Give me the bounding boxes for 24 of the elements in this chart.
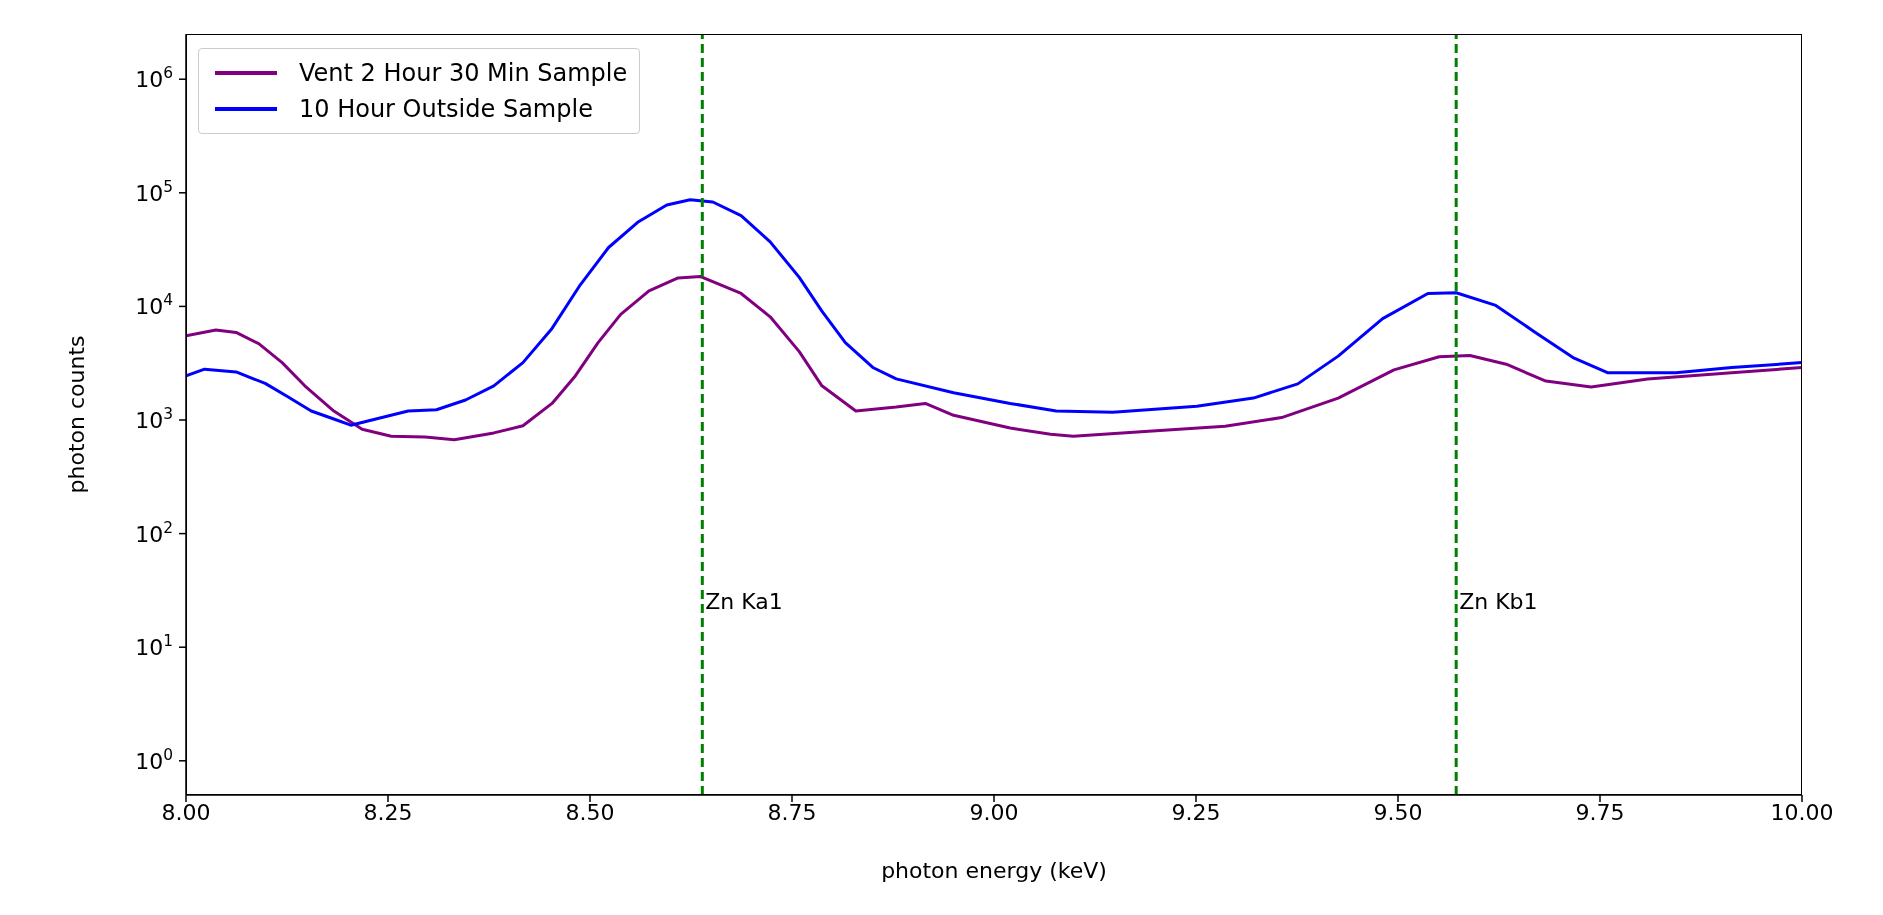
x-tick-label: 9.50	[1373, 799, 1423, 825]
x-tick-label: 8.00	[161, 799, 211, 825]
y-tick-label: 10$^{2}$	[135, 518, 173, 547]
x-tick-label: 8.75	[767, 799, 817, 825]
legend-label: 10 Hour Outside Sample	[299, 95, 593, 123]
x-tick-label: 8.50	[565, 799, 615, 825]
ref-line-label: Zn Kb1	[1459, 588, 1538, 614]
y-tick-label: 10$^{0}$	[135, 745, 173, 774]
y-tick-label: 10$^{5}$	[135, 177, 173, 206]
y-tick-label: 10$^{3}$	[135, 405, 173, 433]
x-tick-label: 10.00	[1770, 799, 1834, 825]
line-series	[186, 275, 1802, 442]
legend-label: Vent 2 Hour 30 Min Sample	[299, 59, 628, 87]
x-tick-label: 8.25	[363, 799, 413, 825]
y-tick-label: 10$^{6}$	[135, 64, 173, 93]
x-tick-label: 9.75	[1575, 799, 1625, 825]
y-tick-label: 10$^{4}$	[135, 291, 173, 320]
x-tick-label: 9.25	[1171, 799, 1221, 825]
y-tick-label: 10$^{1}$	[135, 632, 173, 661]
x-axis-title: photon energy (keV)	[881, 858, 1107, 883]
x-tick-label: 9.00	[969, 799, 1019, 825]
ref-line-label: Zn Ka1	[705, 588, 783, 614]
line-series	[186, 198, 1802, 427]
y-axis-title: photon counts	[63, 335, 89, 494]
